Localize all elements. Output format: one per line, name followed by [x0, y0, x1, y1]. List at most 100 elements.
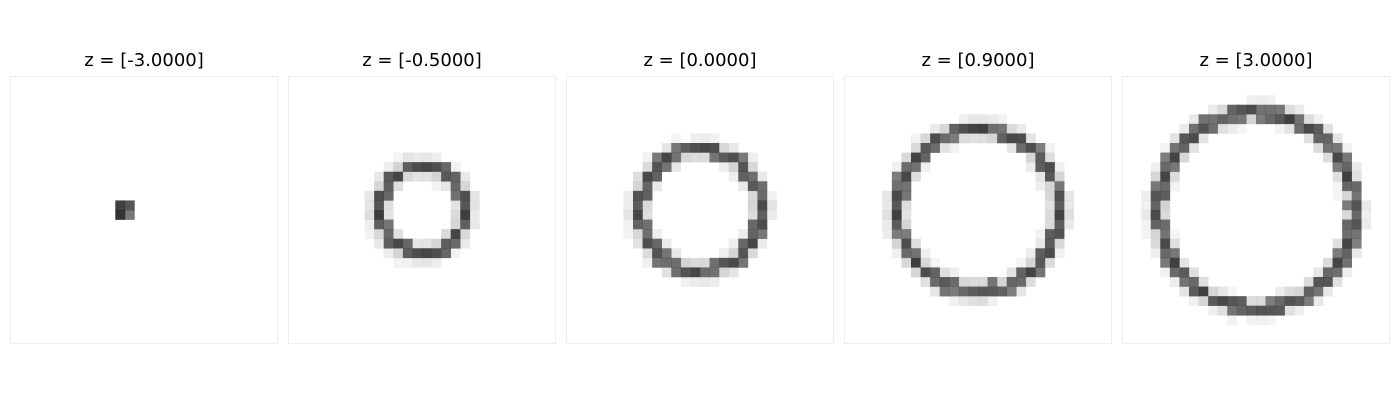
pixel [1351, 162, 1362, 173]
pixel [920, 257, 931, 268]
pixel [690, 143, 701, 153]
pixel [767, 200, 777, 211]
pixel [1294, 114, 1305, 125]
pixel [1150, 219, 1161, 230]
pixel [1160, 171, 1171, 182]
pixel [1284, 286, 1295, 297]
pixel [1045, 219, 1055, 230]
pixel [1054, 248, 1065, 259]
pixel [1332, 181, 1343, 192]
pixel [690, 152, 701, 163]
pixel [450, 190, 461, 201]
pixel [1256, 305, 1266, 316]
pixel [1303, 286, 1314, 297]
pixel [1189, 143, 1199, 153]
pixel [719, 267, 730, 278]
pixel [364, 219, 375, 230]
pixel [450, 171, 461, 182]
pixel [1227, 104, 1238, 115]
pixel [115, 200, 126, 211]
pixel [1227, 114, 1238, 125]
pixel [1227, 305, 1238, 316]
pixel [642, 257, 653, 268]
pixel [642, 171, 653, 182]
pixel [939, 277, 950, 287]
pixel [460, 238, 471, 249]
pixel [1169, 277, 1180, 287]
pixel [642, 190, 653, 201]
pixel [747, 181, 758, 192]
pixel [1064, 219, 1075, 230]
pixel [431, 152, 442, 163]
pixel [661, 238, 672, 249]
pixel [911, 267, 921, 278]
pixel [450, 200, 461, 211]
pixel [1265, 296, 1276, 307]
pixel [997, 123, 1008, 134]
pixel [412, 152, 423, 163]
pixel [738, 257, 749, 268]
pixel [1179, 286, 1190, 297]
pixel [1141, 229, 1152, 240]
pixel [1313, 286, 1324, 297]
pixel [383, 181, 394, 192]
pixel [911, 152, 921, 163]
pixel [891, 229, 902, 240]
pixel [460, 181, 471, 192]
pixel [374, 171, 385, 182]
pixel [374, 190, 385, 201]
pixel [709, 267, 720, 278]
pixel [1160, 152, 1171, 163]
pixel [680, 277, 691, 287]
pixel [374, 200, 385, 211]
pixel [633, 229, 643, 240]
pixel [747, 229, 758, 240]
pixel [422, 238, 432, 249]
pixel [450, 229, 461, 240]
pixel [1189, 296, 1199, 307]
pixel [728, 143, 739, 153]
pixel [747, 248, 758, 259]
pixel [1351, 181, 1362, 192]
pixel [1150, 248, 1161, 259]
pixel [460, 171, 471, 182]
pixel [882, 229, 893, 240]
pixel [383, 171, 394, 182]
pixel [930, 277, 941, 287]
pixel [1323, 277, 1333, 287]
pixel [1284, 296, 1295, 307]
pixel [891, 248, 902, 259]
pixel [1054, 190, 1065, 201]
pixel [1064, 210, 1075, 220]
pixel [469, 200, 480, 211]
pixel [728, 162, 739, 173]
pixel [124, 210, 135, 220]
pixel [719, 152, 730, 163]
pixel [911, 248, 921, 259]
pixel [882, 200, 893, 211]
pixel [1217, 123, 1228, 134]
pixel [1160, 143, 1171, 153]
pixel [441, 181, 452, 192]
pixel [1160, 181, 1171, 192]
pixel [1236, 305, 1247, 316]
pixel [1361, 210, 1372, 220]
pixel [1169, 143, 1180, 153]
pixel [1236, 123, 1247, 134]
pixel [402, 257, 413, 268]
pixel [939, 143, 950, 153]
pixel [1236, 296, 1247, 307]
pixel [920, 133, 931, 144]
pixel [968, 296, 979, 307]
pixel [422, 257, 432, 268]
pixel [1246, 95, 1257, 106]
pixel [901, 229, 912, 240]
pixel [431, 162, 442, 173]
pixel [661, 267, 672, 278]
pixel [1342, 190, 1353, 201]
pixel [949, 123, 960, 134]
pixel [930, 286, 941, 297]
panel-image-1 [10, 76, 278, 344]
pixel [1064, 200, 1075, 211]
pixel [1342, 229, 1353, 240]
